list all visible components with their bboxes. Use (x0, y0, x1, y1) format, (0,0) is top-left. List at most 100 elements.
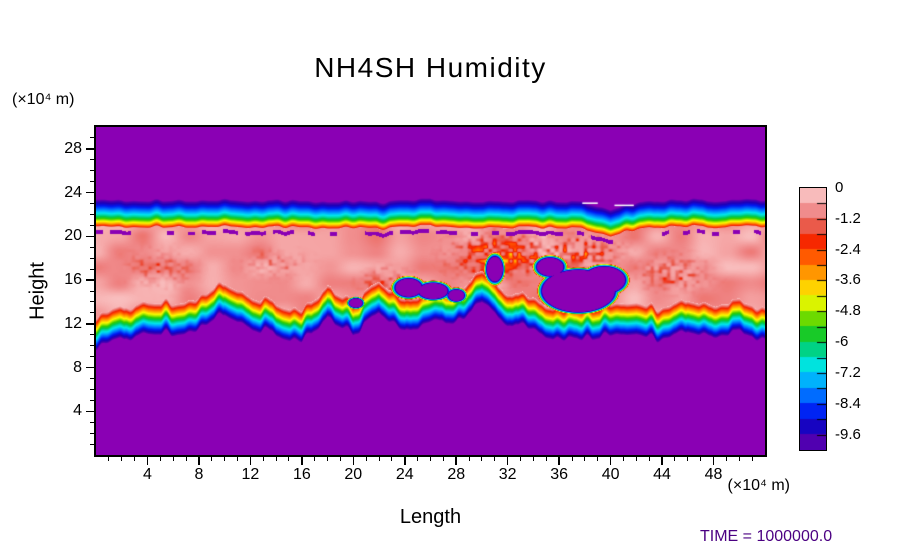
y-minor-tick (90, 246, 94, 248)
colorbar-tick-label: -8.4 (835, 394, 861, 412)
x-major-tick (198, 457, 200, 465)
x-tick-label: 36 (550, 466, 569, 483)
x-minor-tick (121, 457, 123, 461)
y-minor-tick (90, 203, 94, 205)
y-minor-tick (90, 290, 94, 292)
x-minor-tick (288, 457, 290, 461)
colorbar (799, 187, 827, 451)
y-minor-tick (90, 377, 94, 379)
x-tick-label: 32 (498, 466, 517, 483)
y-tick-label: 28 (64, 139, 82, 157)
x-minor-tick (224, 457, 226, 461)
y-tick-label: 16 (64, 271, 82, 289)
y-tick-label: 12 (64, 314, 82, 332)
x-minor-tick (584, 457, 586, 461)
x-tick-label: 20 (344, 466, 363, 483)
y-tick-label: 24 (64, 183, 82, 201)
x-minor-tick (237, 457, 239, 461)
y-minor-tick (90, 356, 94, 358)
x-minor-tick (378, 457, 380, 461)
x-minor-tick (622, 457, 624, 461)
x-minor-tick (314, 457, 316, 461)
x-major-tick (404, 457, 406, 465)
x-minor-tick (430, 457, 431, 461)
x-minor-tick (648, 457, 650, 461)
x-major-tick (146, 457, 149, 465)
y-minor-tick (90, 334, 94, 336)
x-minor-tick (185, 457, 187, 461)
y-major-tick (86, 148, 94, 150)
y-minor-tick (90, 268, 94, 270)
y-minor-tick (90, 388, 94, 390)
plot-frame (94, 125, 767, 457)
y-minor-tick (90, 432, 94, 434)
y-tick-label: 20 (64, 227, 82, 245)
x-minor-tick (468, 457, 470, 461)
x-minor-tick (172, 457, 174, 461)
colorbar-tick-label: -6 (835, 333, 849, 351)
x-major-tick (455, 457, 457, 465)
heatmap-canvas (96, 127, 765, 455)
x-axis-label: Length (399, 506, 462, 528)
x-minor-tick (520, 457, 522, 461)
y-minor-tick (90, 399, 94, 401)
y-tick-label: 8 (73, 358, 82, 376)
y-major-tick (86, 323, 94, 325)
x-tick-label: 40 (601, 466, 620, 483)
colorbar-tick-label: -2.4 (835, 240, 861, 258)
x-minor-tick (442, 457, 444, 461)
colorbar-tick-label: -1.2 (835, 209, 861, 227)
x-tick-label: 24 (395, 466, 414, 483)
x-tick-label: 16 (292, 466, 311, 483)
x-axis-unit-label: (×10⁴ m) (727, 477, 790, 494)
y-minor-tick (90, 443, 94, 445)
x-major-tick (661, 457, 663, 465)
colorbar-tick-label: -3.6 (835, 271, 861, 289)
x-minor-tick (674, 457, 676, 461)
x-tick-label: 48 (704, 466, 723, 483)
colorbar-tick-label: -7.2 (835, 363, 861, 381)
y-tick-label: 4 (73, 402, 82, 420)
x-minor-tick (571, 457, 573, 461)
y-minor-tick (90, 159, 94, 161)
x-minor-tick (417, 457, 419, 461)
x-major-tick (609, 457, 612, 465)
x-major-tick (249, 457, 252, 465)
x-major-tick (506, 457, 509, 465)
x-minor-tick (211, 457, 213, 461)
y-major-tick (86, 279, 94, 281)
colorbar-tick-label: -4.8 (835, 302, 861, 320)
y-minor-tick (90, 170, 94, 172)
x-major-tick (712, 457, 715, 465)
y-major-tick (86, 410, 94, 413)
x-minor-tick (275, 457, 277, 461)
x-minor-tick (108, 457, 110, 461)
y-minor-tick (90, 345, 94, 347)
y-major-tick (86, 191, 94, 194)
colorbar-tick-label: -9.6 (835, 425, 861, 443)
x-tick-label: 4 (143, 466, 152, 483)
x-minor-tick (159, 457, 161, 461)
y-major-tick (86, 366, 94, 369)
x-minor-tick (494, 457, 496, 461)
x-minor-tick (365, 457, 367, 461)
x-minor-tick (339, 457, 341, 461)
x-minor-tick (687, 457, 689, 461)
x-minor-tick (725, 457, 727, 461)
x-minor-tick (700, 457, 702, 461)
plot-title: NH4SH Humidity (314, 52, 547, 83)
y-minor-tick (90, 421, 94, 423)
x-minor-tick (532, 457, 534, 461)
x-minor-tick (481, 457, 483, 461)
time-annotation: TIME = 1000000.0 (700, 528, 833, 544)
x-minor-tick (545, 457, 547, 461)
y-axis-unit-label: (×10⁴ m) (12, 91, 75, 108)
x-major-tick (352, 457, 355, 465)
x-tick-label: 28 (447, 466, 466, 483)
x-tick-label: 12 (241, 466, 260, 483)
x-minor-tick (262, 457, 264, 461)
x-minor-tick (597, 457, 599, 461)
x-tick-label: 8 (194, 466, 204, 483)
colorbar-tick-label: 0 (835, 179, 844, 196)
